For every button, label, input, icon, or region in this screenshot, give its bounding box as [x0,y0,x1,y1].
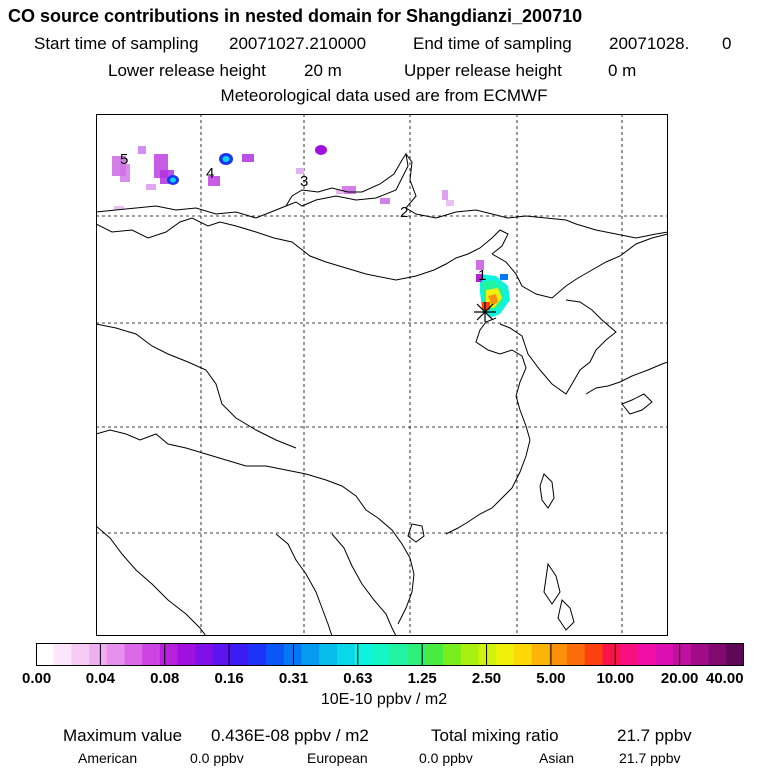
region-label-1: 1 [478,267,486,284]
colorbar-cell [71,643,90,666]
colorbar-cell [567,643,586,666]
region-labels: 5 4 3 2 1 [120,151,486,284]
colorbar-tick-label: 0.08 [150,670,180,687]
colorbar-cell [584,643,603,666]
colorbar-cell [336,643,355,666]
start-time-label: Start time of sampling [34,34,199,53]
colorbar-cell [549,643,568,666]
upper-release-value: 0 m [608,61,637,80]
met-data-note: Meteorological data used are from ECMWF [220,86,548,105]
colorbar-cell [708,643,727,666]
colorbar-cell [106,643,125,666]
lower-release-value: 20 m [304,61,342,80]
plume-region-3 [296,145,356,194]
colorbar-cell [89,643,108,666]
colorbar-cell [301,643,320,666]
colorbar-cell [496,643,515,666]
colorbar-cell [230,643,249,666]
end-time-extra: 0 [722,34,732,53]
colorbar-cell [248,643,267,666]
receptor-star-icon [474,302,496,322]
colorbar-cell [283,643,302,666]
european-label: European [307,750,368,766]
plume-region-5 [112,146,179,210]
colorbar-cell [177,643,196,666]
colorbar-cell [195,643,214,666]
grid-lines [96,114,668,636]
colorbar-cell [124,643,143,666]
plume-region-4 [208,153,254,186]
colorbar-units: 10E-10 ppbv / m2 [320,691,448,708]
region-label-4: 4 [206,165,214,182]
colorbar-cell [354,643,373,666]
coastlines-borders [96,152,668,636]
colorbar-cell [637,643,656,666]
source-contribution-map: 5 4 3 2 1 [96,114,668,636]
colorbar-cell [531,643,550,666]
american-value: 0.0 ppbv [190,750,244,766]
end-time-label: End time of sampling [413,34,572,53]
plume-patches [112,145,510,318]
european-value: 0.0 ppbv [419,750,473,766]
plume-region-2 [380,190,454,206]
colorbar-cell [159,643,178,666]
lower-release-label: Lower release height [108,61,266,80]
colorbar-cell [390,643,409,666]
region-label-3: 3 [300,173,308,190]
upper-release-label: Upper release height [404,61,562,80]
asian-label: Asian [539,750,575,766]
colorbar-tick-label: 20.00 [660,670,699,687]
region-label-5: 5 [120,151,128,168]
colorbar-cell [673,643,692,666]
colorbar-cell [602,643,621,666]
colorbar-tick-label: 10.00 [596,670,635,687]
colorbar-tick-label: 5.00 [536,670,566,687]
colorbar-cell [513,643,532,666]
colorbar [36,643,744,666]
colorbar-cell [407,643,426,666]
colorbar-tick-label: 1.25 [407,670,437,687]
colorbar-cell [142,643,161,666]
colorbar-cell [443,643,462,666]
colorbar-cell [319,643,338,666]
colorbar-tick-label: 0.04 [85,670,115,687]
american-label: American [78,750,138,766]
colorbar-cell [460,643,479,666]
max-value-label: Maximum value [63,726,183,745]
region-label-2: 2 [400,204,408,221]
colorbar-cell [213,643,232,666]
total-mixing-value: 21.7 ppbv [617,726,692,745]
start-time-value: 20071027.210000 [229,34,367,53]
colorbar-tick-label: 2.50 [471,670,502,687]
colorbar-tick-label: 0.16 [214,670,244,687]
colorbar-cell [372,643,391,666]
max-value: 0.436E-08 ppbv / m2 [211,726,369,745]
end-time-value: 20071028. [609,34,690,53]
colorbar-tick-label: 0.00 [22,670,52,687]
colorbar-cell [690,643,709,666]
colorbar-cell [425,643,444,666]
colorbar-cell [53,643,72,666]
total-mixing-label: Total mixing ratio [431,726,559,745]
colorbar-cell [726,643,744,666]
colorbar-cell [36,643,55,666]
asian-value: 21.7 ppbv [619,750,681,766]
page-title: CO source contributions in nested domain… [8,6,583,26]
colorbar-cell [266,643,285,666]
colorbar-tick-label: 0.63 [343,670,373,687]
colorbar-cell [620,643,639,666]
colorbar-tick-label: 0.31 [278,670,309,687]
plume-region-1 [476,260,510,318]
colorbar-tick-label: 40.00 [706,670,744,687]
colorbar-cell [478,643,497,666]
colorbar-cell [655,643,674,666]
